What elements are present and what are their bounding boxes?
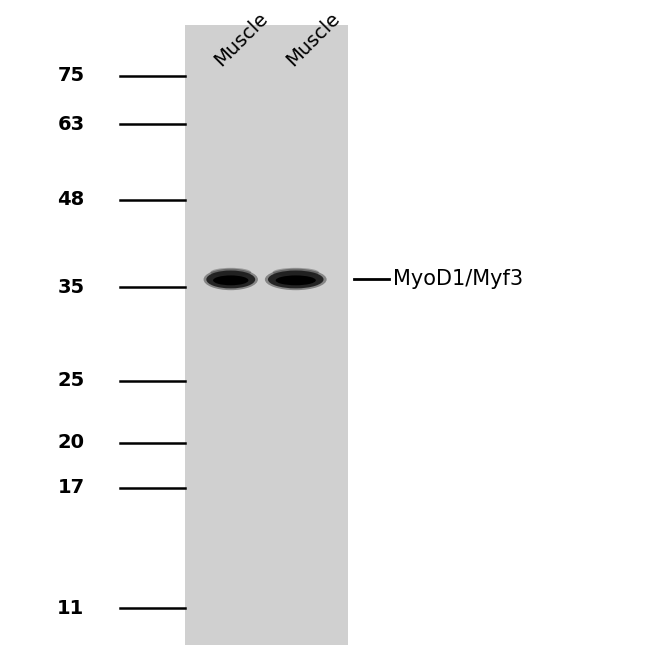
Text: 20: 20 — [57, 433, 84, 452]
Ellipse shape — [268, 270, 324, 288]
Text: 63: 63 — [57, 115, 84, 133]
Ellipse shape — [213, 276, 248, 286]
Ellipse shape — [276, 276, 316, 286]
Ellipse shape — [265, 269, 326, 290]
Text: 11: 11 — [57, 599, 84, 618]
Ellipse shape — [206, 270, 255, 288]
Text: 17: 17 — [57, 478, 84, 497]
Text: 48: 48 — [57, 190, 84, 209]
Text: 35: 35 — [57, 278, 84, 297]
Ellipse shape — [203, 269, 258, 290]
Text: 25: 25 — [57, 371, 84, 390]
Text: MyoD1/Myf3: MyoD1/Myf3 — [393, 270, 523, 290]
FancyBboxPatch shape — [185, 25, 348, 645]
Ellipse shape — [211, 268, 251, 277]
Text: Muscle: Muscle — [211, 9, 272, 70]
Text: 75: 75 — [57, 66, 84, 86]
Ellipse shape — [272, 268, 319, 277]
Text: Muscle: Muscle — [282, 9, 343, 70]
